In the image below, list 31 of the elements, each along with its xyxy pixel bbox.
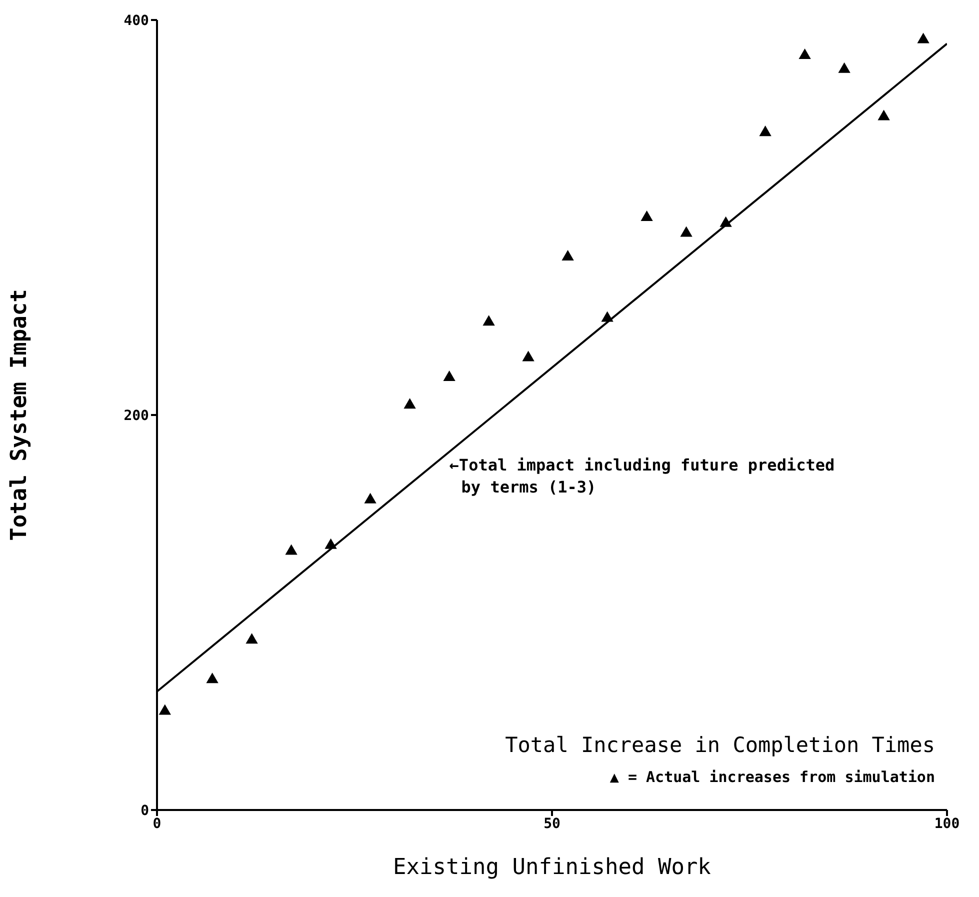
y-axis-title: Total System Impact	[6, 289, 32, 541]
x-axis-title: Existing Unfinished Work	[393, 855, 711, 880]
annotation: Total Increase in Completion Times	[505, 733, 935, 757]
point	[720, 216, 732, 227]
point	[158, 704, 171, 715]
point	[206, 672, 218, 684]
point	[285, 544, 298, 555]
x-tick-label: 100	[934, 816, 960, 832]
point	[364, 492, 376, 504]
point	[324, 538, 337, 549]
point	[759, 126, 772, 136]
x-tick-label: 0	[152, 816, 162, 832]
point	[917, 32, 930, 44]
point	[640, 210, 653, 222]
point	[680, 226, 692, 237]
point	[562, 250, 574, 261]
y-tick-label: 0	[140, 802, 149, 819]
annotation: ←Total impact including future predicted by terms (1-3)	[449, 455, 835, 496]
point	[246, 633, 258, 644]
point	[878, 110, 890, 120]
x-tick-label: 50	[544, 816, 560, 832]
y-tick-label: 400	[124, 12, 149, 29]
point	[601, 311, 614, 322]
point	[838, 62, 850, 73]
point	[443, 370, 456, 381]
point	[404, 398, 416, 409]
annotation: ▲ = Actual increases from simulation	[610, 768, 935, 786]
y-tick-label: 200	[124, 408, 149, 424]
point	[522, 350, 534, 362]
point	[482, 315, 495, 326]
point	[798, 48, 811, 60]
